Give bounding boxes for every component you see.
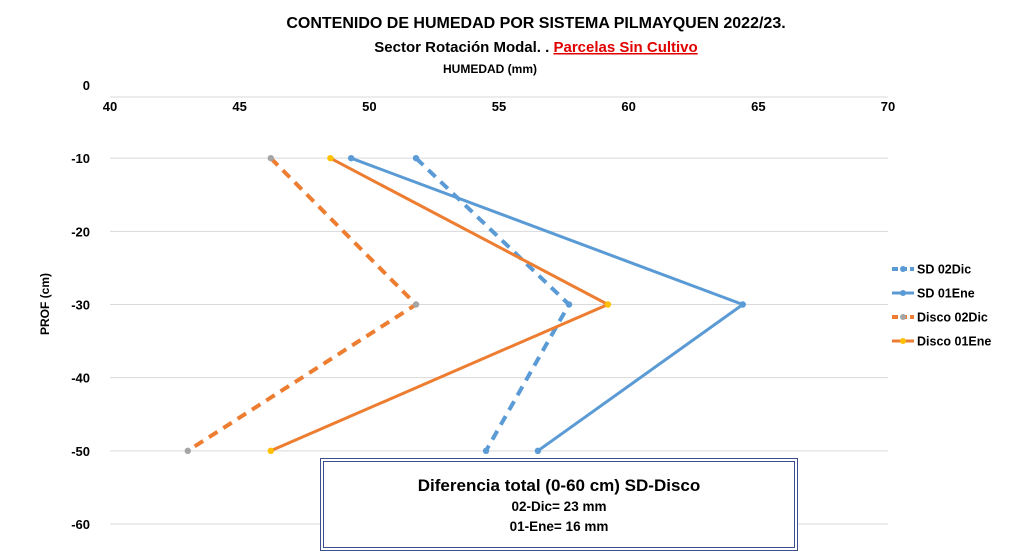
data-point xyxy=(412,154,420,162)
x-tick-label: 60 xyxy=(621,99,635,114)
legend-marker xyxy=(900,338,906,344)
data-point xyxy=(482,447,490,455)
subtitle-highlight: Parcelas Sin Cultivo xyxy=(553,39,697,56)
difference-annotation-box: Diferencia total (0-60 cm) SD-Disco 02-D… xyxy=(323,461,795,548)
x-tick-label: 65 xyxy=(751,99,765,114)
annotation-line-3: 01-Ene= 16 mm xyxy=(509,519,609,534)
x-tick-label: 55 xyxy=(492,99,506,114)
data-point xyxy=(347,154,355,162)
data-point xyxy=(739,301,746,308)
y-tick-label: -50 xyxy=(71,444,90,459)
y-tick-label: -10 xyxy=(71,151,90,166)
y-tick-label: 0 xyxy=(83,78,90,93)
y-tick-label: -40 xyxy=(71,371,90,386)
data-point xyxy=(184,447,191,455)
legend-marker xyxy=(900,290,906,296)
annotation-line-2: 02-Dic= 23 mm xyxy=(511,499,607,514)
chart-title: CONTENIDO DE HUMEDAD POR SISTEMA PILMAYQ… xyxy=(286,15,785,32)
legend-label: SD 01Ene xyxy=(917,287,975,301)
data-point xyxy=(534,447,542,455)
series-lines xyxy=(184,154,746,455)
legend-marker xyxy=(900,266,906,272)
y-axis-label: PROF (cm) xyxy=(38,273,52,335)
tick-labels: 0 -10 -20 -30 -40 -50 -60 40 45 50 55 60 65 70 xyxy=(71,78,895,532)
legend: SD 02Dic SD 01Ene Disco 02Dic Disco 01Ene xyxy=(892,263,991,349)
y-tick-label: -60 xyxy=(71,517,90,532)
data-point xyxy=(604,301,612,308)
legend-label: Disco 01Ene xyxy=(917,335,991,349)
y-tick-label: -30 xyxy=(71,298,90,313)
legend-label: Disco 02Dic xyxy=(917,311,988,325)
subtitle-prefix: Sector Rotación Modal. . xyxy=(374,39,553,56)
x-axis-label: HUMEDAD (mm) xyxy=(443,62,537,76)
annotation-line-1: Diferencia total (0-60 cm) SD-Disco xyxy=(417,476,701,495)
x-tick-label: 50 xyxy=(362,99,376,114)
data-point xyxy=(327,154,334,162)
data-point xyxy=(267,447,274,455)
grid xyxy=(110,96,888,525)
x-tick-label: 70 xyxy=(881,99,895,114)
data-point xyxy=(565,301,573,308)
chart-subtitle: Sector Rotación Modal. . Parcelas Sin Cu… xyxy=(374,39,697,56)
data-point xyxy=(412,301,420,308)
legend-label: SD 02Dic xyxy=(917,263,971,277)
legend-marker xyxy=(900,314,906,320)
y-tick-label: -20 xyxy=(71,224,90,239)
data-point xyxy=(267,154,274,162)
x-tick-label: 40 xyxy=(103,99,117,114)
x-tick-label: 45 xyxy=(232,99,246,114)
